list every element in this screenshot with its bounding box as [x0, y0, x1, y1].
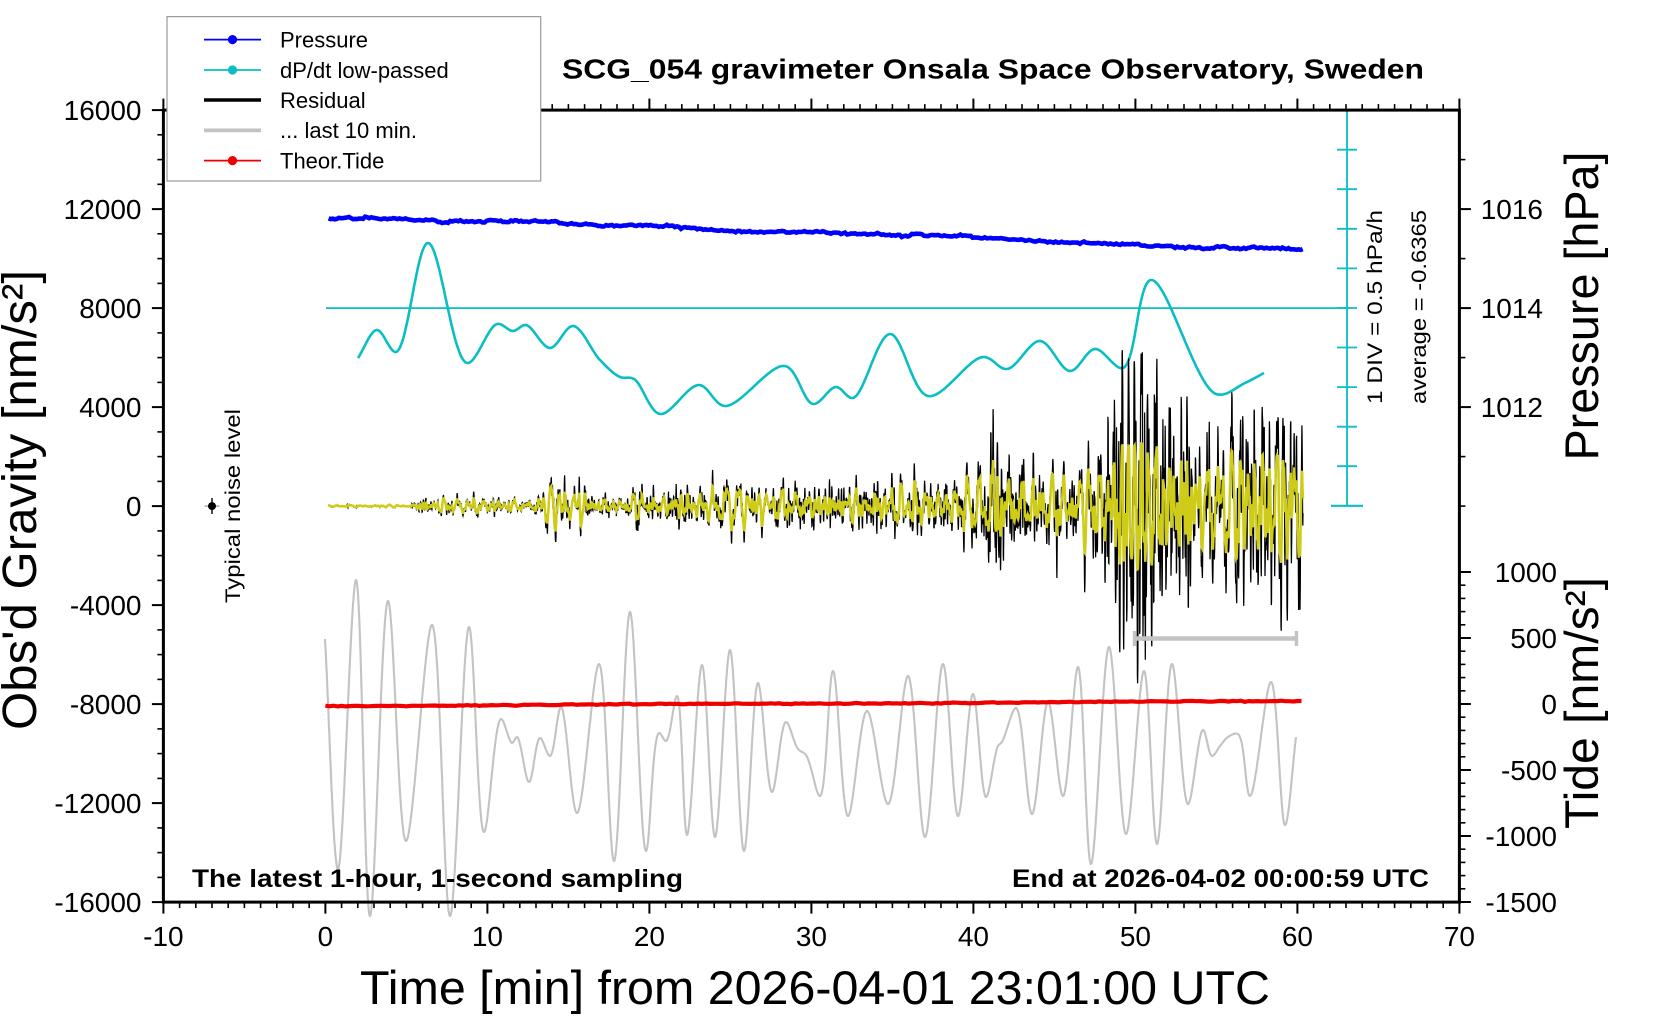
svg-text:-1000: -1000	[1485, 821, 1557, 852]
svg-text:70: 70	[1444, 921, 1475, 952]
svg-text:-12000: -12000	[54, 788, 141, 819]
svg-text:Pressure: Pressure	[280, 27, 368, 52]
svg-text:0: 0	[1541, 689, 1557, 720]
svg-text:500: 500	[1510, 623, 1557, 654]
svg-text:12000: 12000	[64, 194, 142, 225]
svg-text:-1500: -1500	[1485, 887, 1557, 918]
svg-text:End at 2026-04-02 00:00:59 UTC: End at 2026-04-02 00:00:59 UTC	[1012, 865, 1429, 893]
svg-text:Pressure [hPa]: Pressure [hPa]	[1555, 152, 1608, 461]
svg-text:Obs'd Gravity [nm/s²]: Obs'd Gravity [nm/s²]	[0, 270, 47, 730]
svg-text:SCG_054 gravimeter Onsala Spac: SCG_054 gravimeter Onsala Space Observat…	[562, 54, 1424, 85]
svg-text:16000: 16000	[64, 95, 142, 126]
svg-text:1014: 1014	[1481, 293, 1543, 324]
svg-text:Typical noise level: Typical noise level	[222, 409, 245, 603]
svg-text:30: 30	[796, 921, 827, 952]
svg-text:Time [min] from 2026-04-01 23:: Time [min] from 2026-04-01 23:01:00 UTC	[360, 961, 1270, 1014]
svg-text:-500: -500	[1501, 755, 1557, 786]
svg-text:50: 50	[1120, 921, 1151, 952]
svg-text:1016: 1016	[1481, 194, 1543, 225]
svg-text:dP/dt low-passed: dP/dt low-passed	[280, 58, 449, 83]
svg-text:The latest 1-hour, 1-second sa: The latest 1-hour, 1-second sampling	[192, 865, 683, 893]
svg-text:Theor.Tide: Theor.Tide	[280, 148, 384, 173]
svg-text:60: 60	[1282, 921, 1313, 952]
svg-text:40: 40	[958, 921, 989, 952]
svg-text:20: 20	[634, 921, 665, 952]
svg-text:1 DIV = 0.5 hPa/h: 1 DIV = 0.5 hPa/h	[1364, 210, 1387, 404]
svg-text:1000: 1000	[1495, 557, 1557, 588]
svg-text:-16000: -16000	[54, 887, 141, 918]
svg-text:4000: 4000	[79, 392, 141, 423]
svg-text:... last 10 min.: ... last 10 min.	[280, 118, 417, 143]
svg-text:Tide [nm/s²]: Tide [nm/s²]	[1555, 577, 1608, 829]
svg-text:average = -0.6365: average = -0.6365	[1408, 210, 1431, 404]
svg-text:-8000: -8000	[70, 689, 142, 720]
svg-text:10: 10	[472, 921, 503, 952]
svg-text:-10: -10	[143, 921, 183, 952]
svg-text:Residual: Residual	[280, 88, 366, 113]
svg-text:-4000: -4000	[70, 590, 142, 621]
svg-text:8000: 8000	[79, 293, 141, 324]
svg-text:1012: 1012	[1481, 392, 1543, 423]
svg-text:0: 0	[318, 921, 334, 952]
svg-text:0: 0	[126, 491, 142, 522]
